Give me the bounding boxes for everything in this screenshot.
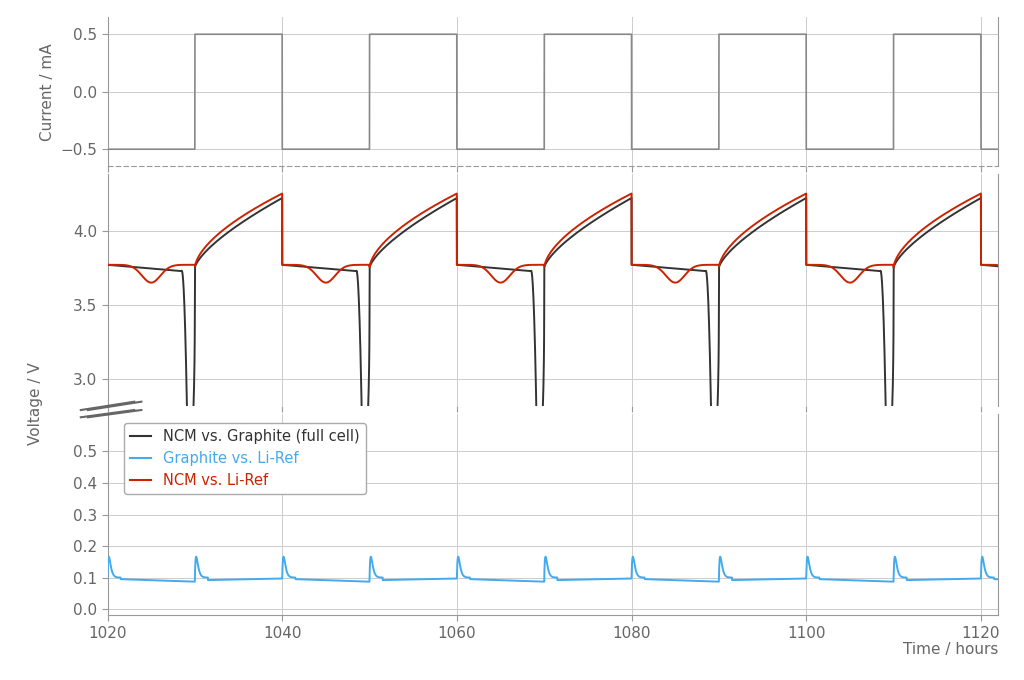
X-axis label: Time / hours: Time / hours: [903, 642, 998, 657]
Y-axis label: Current / mA: Current / mA: [40, 43, 54, 141]
Legend: NCM vs. Graphite (full cell), Graphite vs. Li-Ref, NCM vs. Li-Ref: NCM vs. Graphite (full cell), Graphite v…: [124, 423, 366, 494]
Text: Voltage / V: Voltage / V: [29, 362, 43, 445]
